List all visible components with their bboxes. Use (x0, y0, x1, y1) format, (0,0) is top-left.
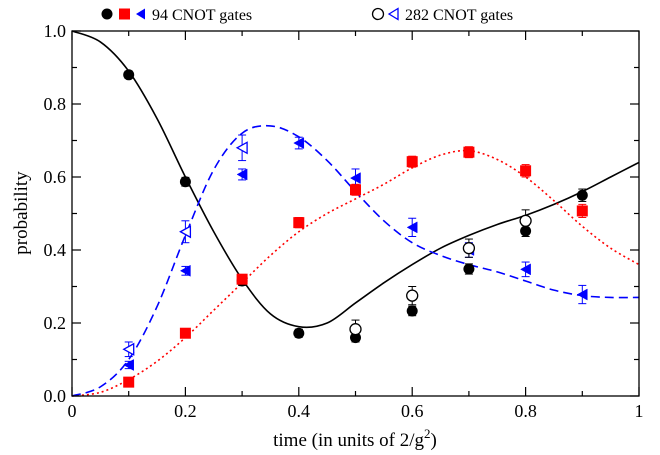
data-point-94-filled-left-triangle (179, 264, 191, 277)
data-point-282-open-circle (462, 242, 476, 255)
y-tick-label: 1.0 (44, 21, 67, 41)
data-point-94-filled-square (520, 165, 532, 177)
data-point-94-filled-left-triangle (576, 288, 588, 301)
data-point-94-filled-circle (520, 225, 532, 237)
data-point-94-filled-left-triangle (349, 172, 361, 185)
data-point-282-open-circle (519, 214, 532, 227)
data-markers (122, 69, 588, 388)
y-axis-label: probability (11, 171, 32, 255)
x-tick-label: 0 (68, 401, 77, 421)
data-point-282-open-left-triangle (122, 342, 135, 356)
y-tick-label: 0.4 (44, 240, 67, 260)
y-tick-label: 0.0 (44, 386, 67, 406)
data-point-94-filled-circle (179, 176, 191, 188)
legend-marker-filled-circle (101, 8, 113, 20)
x-axis-label-close: ) (431, 430, 437, 451)
data-point-94-filled-square (406, 156, 418, 168)
data-point-94-filled-square (463, 146, 475, 158)
x-axis-label-superscript: 2 (424, 426, 431, 441)
curve-solid-0 (71, 30, 640, 329)
y-tick-label: 0.6 (44, 167, 67, 187)
data-point-94-filled-left-triangle (123, 359, 134, 371)
data-point-94-filled-circle (463, 263, 475, 275)
y-tick-label: 0.2 (44, 313, 67, 333)
data-point-94-filled-circle (406, 305, 418, 317)
legend: 94 CNOT gates 282 CNOT gates (101, 7, 513, 24)
data-point-94-filled-circle (576, 189, 588, 201)
x-tick-label: 0.6 (401, 401, 424, 421)
curve-dotted-1 (71, 149, 640, 397)
curve-dashed-2 (71, 124, 640, 397)
x-tick-label: 0.8 (514, 401, 537, 421)
x-tick-label: 1 (635, 401, 644, 421)
data-point-94-filled-left-triangle (293, 137, 305, 149)
legend-label-282: 282 CNOT gates (405, 7, 513, 24)
axis-ticks (71, 30, 640, 397)
data-point-94-filled-square (576, 205, 588, 217)
data-point-94-filled-square (350, 184, 361, 196)
legend-marker-filled-square (119, 8, 130, 20)
x-tick-label: 0.2 (174, 401, 197, 421)
data-point-94-filled-square (236, 273, 248, 285)
data-point-94-filled-circle (293, 327, 305, 339)
data-point-282-open-left-triangle (235, 141, 248, 155)
tick-labels: 0 0.2 0.4 0.6 0.8 1 0.0 0.2 0.4 0.6 0.8 1.0 (44, 21, 644, 421)
data-point-94-filled-square (293, 217, 305, 229)
data-point-94-filled-left-triangle (406, 221, 418, 234)
data-point-282-open-circle (406, 289, 419, 302)
data-point-282-open-circle (349, 323, 362, 336)
x-axis-label: time (in units of 2/g2) (273, 426, 437, 451)
legend-label-94: 94 CNOT gates (152, 7, 252, 24)
data-point-282-open-left-triangle (179, 225, 192, 239)
data-point-94-filled-square (179, 327, 191, 339)
legend-marker-open-triangle (387, 7, 399, 21)
y-tick-label: 0.8 (44, 94, 67, 114)
legend-marker-open-circle (371, 7, 385, 21)
data-point-94-filled-left-triangle (520, 263, 531, 276)
data-point-94-filled-circle (350, 332, 361, 344)
data-point-94-filled-circle (123, 69, 135, 81)
x-tick-label: 0.4 (288, 401, 311, 421)
legend-marker-filled-triangle (136, 8, 145, 20)
data-point-94-filled-square (123, 376, 135, 388)
data-point-94-filled-left-triangle (236, 168, 248, 181)
